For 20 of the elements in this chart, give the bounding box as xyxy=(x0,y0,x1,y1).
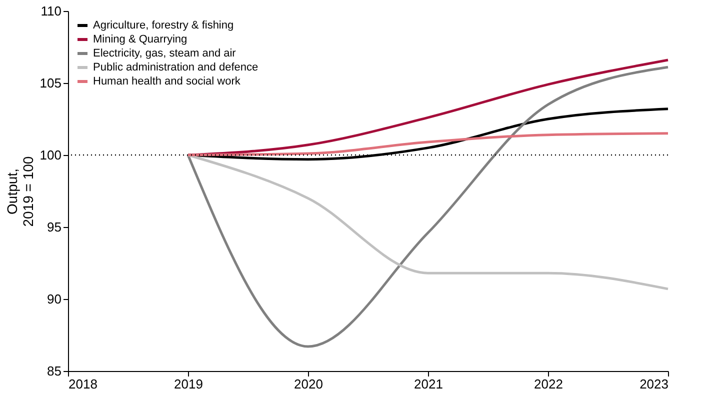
x-tick-label: 2022 xyxy=(534,376,563,392)
line-series xyxy=(186,132,670,156)
y-tick-label: 110 xyxy=(40,4,62,18)
x-tick-label: 2020 xyxy=(294,376,323,392)
legend-label: Electricity, gas, steam and air xyxy=(93,48,236,60)
y-tick-label: 105 xyxy=(40,76,62,90)
legend-label: Human health and social work xyxy=(93,76,241,88)
x-tick-label: 2023 xyxy=(640,376,668,392)
legend-label: Public administration and defence xyxy=(93,62,258,74)
line-series xyxy=(186,154,670,290)
legend-label: Mining & Quarrying xyxy=(93,34,188,46)
x-tick-label: 2021 xyxy=(414,376,443,392)
y-tick-label: 95 xyxy=(47,220,62,234)
x-tick-label: 2018 xyxy=(68,376,98,392)
legend-label: Agriculture, forestry & fishing xyxy=(93,20,234,32)
y-tick-label: 100 xyxy=(40,148,62,162)
x-tick-label: 2019 xyxy=(174,376,203,392)
y-tick-label: 85 xyxy=(47,364,62,378)
y-axis-title: Output, 2019 = 100 xyxy=(4,156,36,227)
y-tick-label: 90 xyxy=(47,292,62,306)
